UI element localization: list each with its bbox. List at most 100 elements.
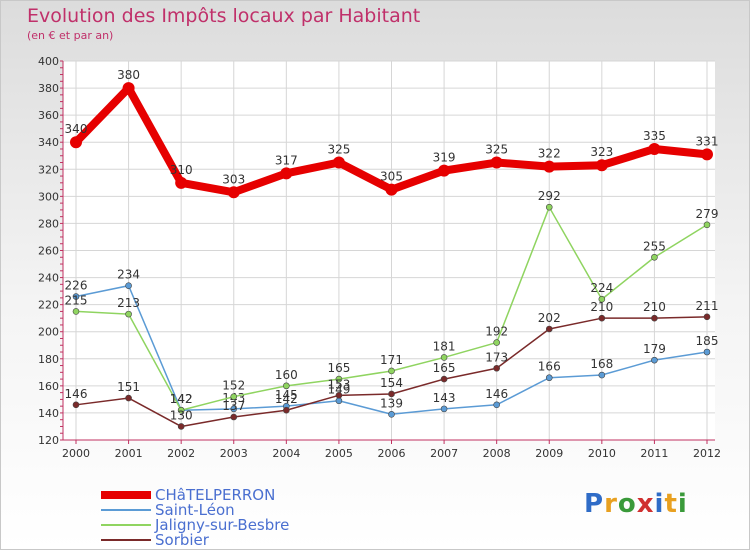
legend-swatch [101, 538, 151, 541]
proxiti-logo: Proxiti [584, 489, 688, 519]
data-point [545, 325, 553, 333]
data-point [230, 413, 238, 421]
x-tick-label: 2006 [378, 447, 406, 460]
y-tick-label: 360 [38, 109, 59, 122]
legend-label: Sorbier [155, 530, 209, 549]
y-tick-label: 180 [38, 353, 59, 366]
legend-swatch [101, 508, 151, 511]
data-point [703, 221, 711, 229]
y-tick-label: 260 [38, 245, 59, 258]
x-tick-label: 2009 [535, 447, 563, 460]
data-point [72, 308, 80, 315]
data-label: 202 [538, 311, 561, 325]
legend-label: Saint-Léon [155, 500, 235, 519]
data-point [125, 282, 132, 289]
data-point [545, 374, 553, 382]
data-label: 168 [590, 357, 613, 371]
data-label: 303 [222, 172, 245, 186]
data-point [703, 313, 711, 321]
data-point [332, 156, 345, 169]
legend-item: CHâTELPERRON [101, 485, 276, 504]
legend-item: Saint-Léon [101, 500, 235, 519]
data-point [72, 401, 80, 409]
data-label: 319 [433, 151, 456, 165]
data-label: 185 [696, 334, 719, 348]
y-tick-label: 120 [38, 434, 59, 447]
data-label: 322 [538, 147, 561, 161]
data-point [598, 371, 606, 379]
x-tick-label: 2002 [167, 447, 195, 460]
data-point [651, 253, 658, 261]
x-tick-label: 2012 [693, 447, 721, 460]
data-label: 154 [380, 376, 403, 390]
data-label: 310 [170, 163, 193, 177]
data-label: 210 [643, 300, 666, 314]
data-label: 331 [696, 134, 719, 148]
data-label: 137 [222, 399, 245, 413]
data-point [335, 375, 343, 383]
logo-letter: x [636, 489, 655, 519]
data-point [227, 186, 240, 199]
data-label: 152 [222, 379, 245, 393]
data-label: 142 [275, 392, 298, 406]
y-tick-label: 160 [38, 380, 59, 393]
data-point [70, 136, 82, 149]
data-point [388, 390, 395, 398]
data-label: 181 [433, 339, 456, 353]
data-label: 171 [380, 353, 403, 367]
data-label: 139 [380, 396, 403, 410]
data-label: 226 [65, 279, 88, 293]
data-point [177, 406, 185, 414]
data-point [335, 392, 343, 399]
data-point [388, 410, 395, 418]
data-label: 165 [433, 361, 456, 375]
data-point [175, 176, 188, 189]
data-label: 160 [275, 368, 298, 382]
chart-title: Evolution des Impôts locaux par Habitant [27, 5, 421, 27]
data-point [651, 356, 658, 364]
data-label: 165 [327, 361, 350, 375]
data-point [385, 183, 398, 196]
data-point [177, 423, 185, 430]
data-point [283, 382, 290, 390]
data-label: 215 [65, 293, 88, 307]
legend-swatch [101, 490, 151, 499]
data-point [493, 339, 500, 346]
data-label: 305 [380, 170, 403, 184]
data-label: 340 [65, 122, 88, 136]
data-point [701, 148, 713, 161]
x-tick-label: 2007 [430, 447, 458, 460]
data-label: 224 [590, 281, 613, 295]
data-point [493, 401, 500, 409]
data-point [230, 393, 238, 400]
legend-swatch [101, 523, 151, 526]
y-tick-label: 320 [38, 163, 59, 176]
x-tick-label: 2000 [62, 447, 90, 460]
data-point [440, 405, 448, 413]
data-point [545, 203, 553, 211]
data-point [440, 375, 448, 383]
data-label: 130 [170, 408, 193, 422]
legend-label: CHâTELPERRON [155, 485, 276, 504]
data-point [651, 314, 658, 322]
data-point [598, 295, 606, 303]
data-label: 145 [275, 388, 298, 402]
data-label: 380 [117, 68, 140, 82]
data-label: 153 [327, 377, 350, 391]
data-label: 317 [275, 153, 298, 167]
x-tick-label: 2004 [272, 447, 300, 460]
x-tick-label: 2010 [588, 447, 616, 460]
data-label: 255 [643, 239, 666, 253]
y-tick-label: 140 [38, 407, 59, 420]
data-point [283, 406, 290, 414]
data-point [703, 348, 711, 356]
data-point [125, 310, 132, 318]
x-tick-label: 2011 [640, 447, 668, 460]
data-point [388, 367, 395, 375]
data-point [490, 156, 503, 169]
data-label: 179 [643, 342, 666, 356]
data-point [440, 354, 448, 361]
data-label: 143 [433, 391, 456, 405]
data-label: 325 [485, 143, 508, 157]
